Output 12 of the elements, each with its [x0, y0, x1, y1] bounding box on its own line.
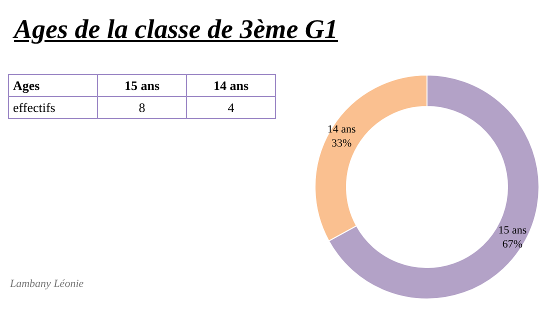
text: effectifs — [8, 96, 98, 118]
data-label: 67% — [502, 238, 523, 251]
text: Ages — [8, 74, 98, 96]
data-label: 33% — [331, 137, 352, 150]
chart-title: Ages de la classe de 3ème G1 — [14, 14, 338, 45]
text: 4 — [186, 96, 276, 118]
text: 8 — [98, 96, 186, 118]
slice-label: 14 ans — [327, 123, 356, 136]
slice-label: 15 ans — [498, 224, 527, 237]
slice-label: 14 ans — [186, 74, 276, 96]
category-label: 15 ans — [124, 78, 160, 92]
text: Lambany Léonie — [10, 278, 84, 290]
